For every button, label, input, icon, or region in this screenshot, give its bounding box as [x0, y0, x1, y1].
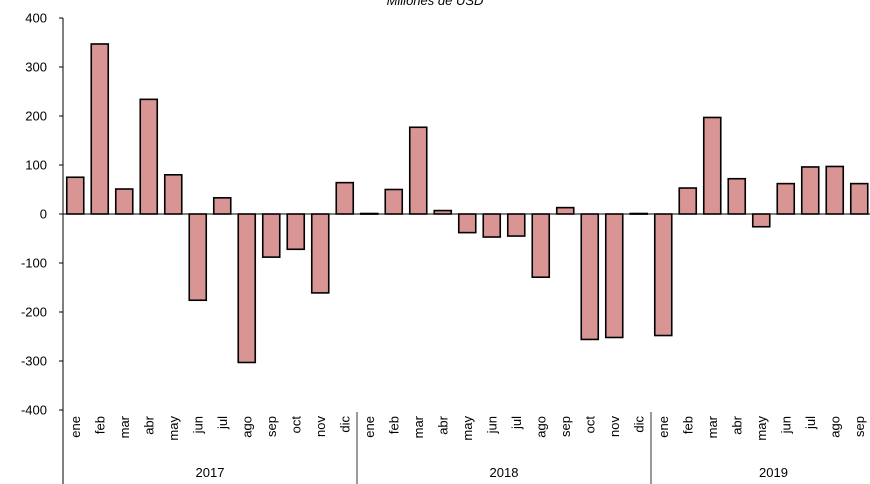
bar-2018-jul: [506, 213, 526, 237]
category-label: may: [754, 416, 769, 441]
bar-2017-jun: [188, 213, 208, 302]
category-label: ene: [656, 416, 671, 438]
y-tick-label: 300: [25, 60, 47, 75]
bar-2018-ago: [531, 213, 551, 279]
category-label: jun: [190, 416, 205, 434]
bar-2018-dic: [629, 212, 649, 215]
bar-2017-may: [163, 174, 183, 215]
bar-2019-jul: [800, 166, 820, 215]
bar-2017-abr: [139, 98, 159, 215]
category-label: may: [460, 416, 475, 441]
category-label: sep: [852, 416, 867, 437]
bar-2019-feb: [678, 187, 698, 215]
bar-2017-ago: [237, 213, 257, 364]
y-tick-label: 100: [25, 158, 47, 173]
bar-2017-jul: [212, 197, 232, 215]
group-label-2017: 2017: [196, 465, 225, 480]
bar-2019-abr: [727, 177, 747, 215]
bar-2018-feb: [384, 188, 404, 215]
category-label: dic: [631, 416, 646, 433]
y-tick-label: 0: [40, 207, 47, 222]
group-label-2019: 2019: [759, 465, 788, 480]
category-label: ene: [362, 416, 377, 438]
bar-2017-oct: [286, 213, 306, 251]
category-label: nov: [313, 416, 328, 437]
category-label: abr: [435, 415, 450, 434]
bar-2019-mar: [702, 116, 722, 215]
category-label: jun: [484, 416, 499, 434]
category-label: feb: [92, 416, 107, 434]
bar-2017-sep: [261, 213, 281, 258]
bar-2017-dic: [335, 181, 355, 215]
bar-2018-ene: [359, 212, 379, 215]
bar-2018-jun: [482, 213, 502, 238]
category-label: abr: [141, 415, 156, 434]
bar-2018-mar: [408, 126, 428, 215]
bar-2019-sep: [849, 182, 869, 215]
category-label: ene: [68, 416, 83, 438]
y-tick-label: 400: [25, 11, 47, 26]
category-label: abr: [729, 415, 744, 434]
bar-2018-abr: [433, 209, 453, 215]
category-label: oct: [582, 416, 597, 434]
bar-2019-ene: [653, 213, 673, 337]
bar-2019-may: [751, 213, 771, 228]
bar-2018-may: [457, 213, 477, 234]
category-label: ago: [533, 416, 548, 438]
bar-2017-ene: [65, 176, 85, 215]
bar-2018-oct: [580, 213, 600, 341]
category-label: oct: [288, 416, 303, 434]
category-label: jun: [778, 416, 793, 434]
category-label: may: [166, 416, 181, 441]
category-label: mar: [705, 415, 720, 438]
category-label: dic: [337, 416, 352, 433]
category-label: mar: [117, 415, 132, 438]
category-label: feb: [386, 416, 401, 434]
y-tick-label: -400: [21, 403, 47, 418]
category-label: mar: [411, 415, 426, 438]
y-tick-label: -100: [21, 256, 47, 271]
category-label: ago: [827, 416, 842, 438]
bar-2017-feb: [90, 43, 110, 215]
bar-2018-sep: [555, 206, 575, 215]
bar-2018-nov: [604, 213, 624, 339]
group-label-2018: 2018: [490, 465, 519, 480]
category-label: jul: [509, 416, 524, 430]
category-label: jul: [803, 416, 818, 430]
bar-2017-mar: [114, 188, 134, 215]
category-label: feb: [680, 416, 695, 434]
category-label: sep: [558, 416, 573, 437]
y-tick-label: -300: [21, 354, 47, 369]
bar-2019-jun: [776, 182, 796, 215]
category-label: jul: [215, 416, 230, 430]
y-tick-label: 200: [25, 109, 47, 124]
category-label: sep: [264, 416, 279, 437]
bar-2017-nov: [310, 213, 330, 294]
bar-2019-ago: [825, 165, 845, 215]
chart-subtitle: Millones de USD: [386, 0, 484, 8]
y-tick-label: -200: [21, 305, 47, 320]
category-label: nov: [607, 416, 622, 437]
category-label: ago: [239, 416, 254, 438]
